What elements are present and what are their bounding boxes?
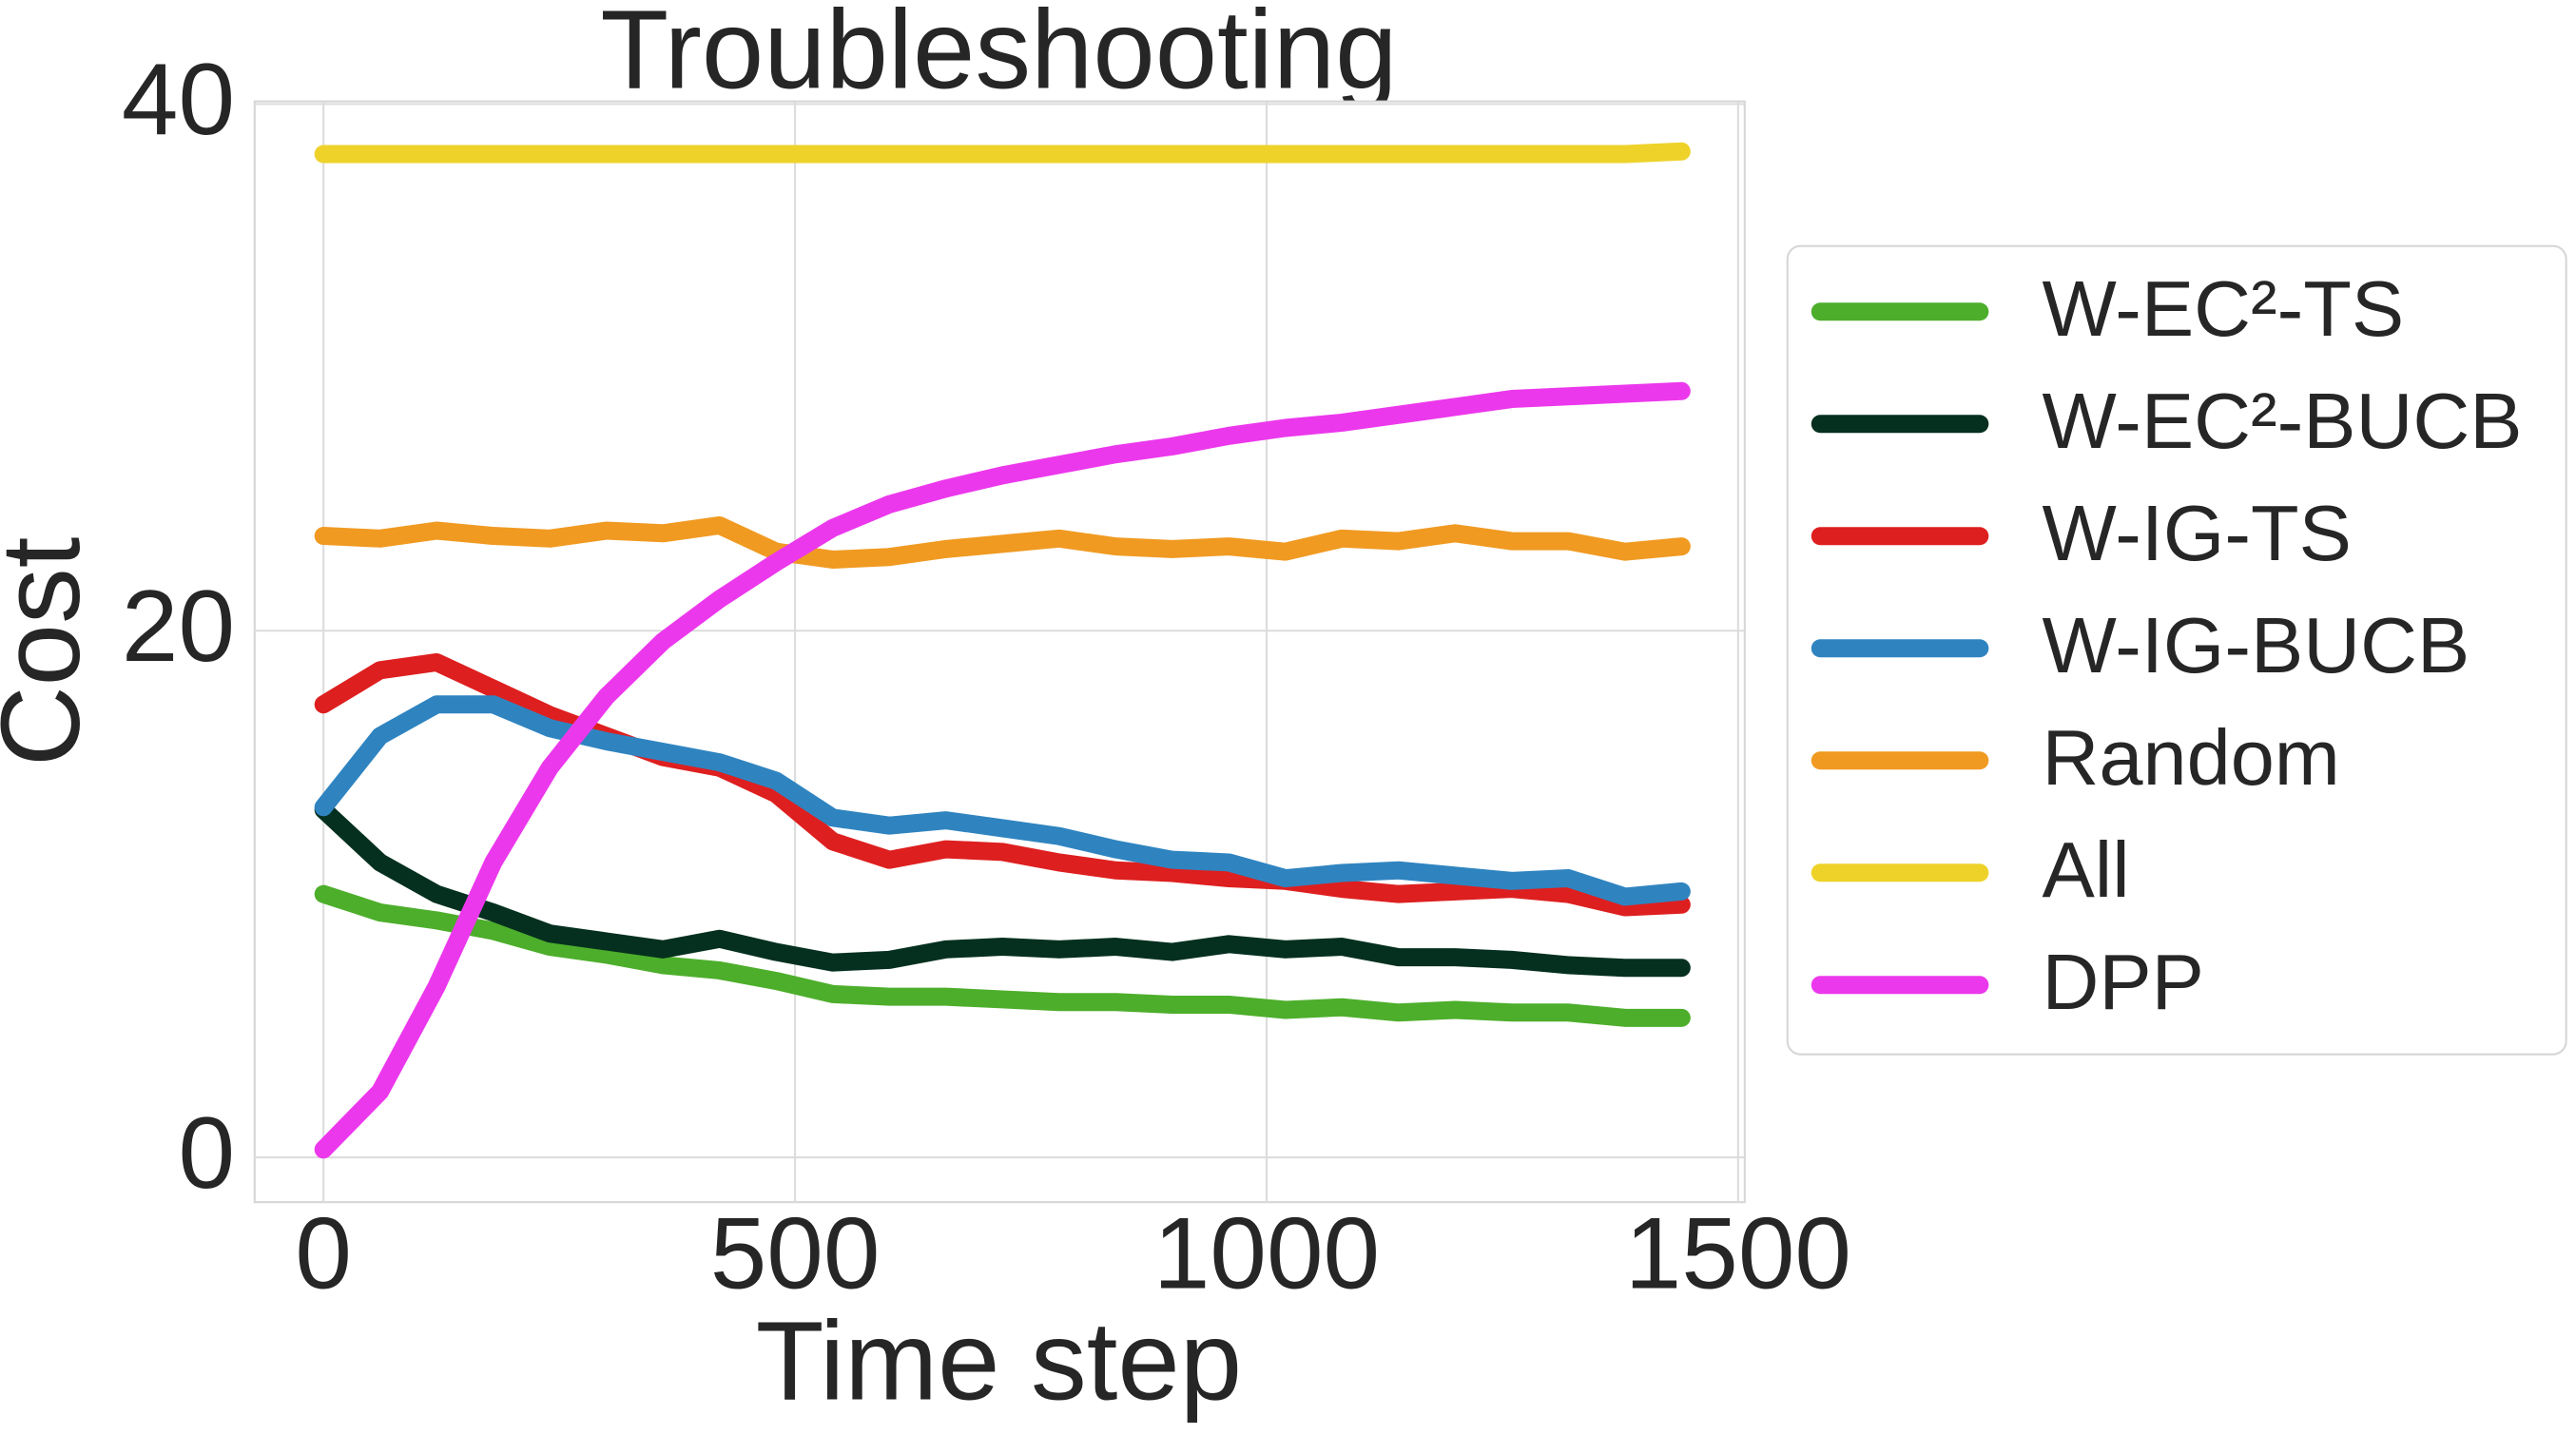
y-tick-label: 20 [122,569,235,683]
chart-title: Troubleshooting [600,0,1397,112]
plot-area [253,100,1746,1204]
y-tick-label: 40 [122,42,235,156]
y-axis-label: Cost [0,537,103,767]
legend-box [1786,244,2567,1056]
x-axis-label: Time step [756,1298,1242,1423]
legend-label: W-EC²-TS [2043,264,2405,353]
legend-label: W-EC²-BUCB [2043,377,2523,465]
series-line [314,695,1691,906]
series-line [314,652,1691,917]
x-tick-label: 1500 [1625,1196,1851,1310]
legend-label: Random [2043,713,2340,802]
series-line [314,801,1691,978]
x-tick-label: 1000 [1153,1196,1380,1310]
y-tick-label: 0 [178,1096,235,1210]
x-tick-label: 0 [295,1196,352,1310]
legend: W-EC²-TS W-EC²-BUCB W-IG-TS W-IG-BUCB Random… [1786,244,2567,1056]
series-line [314,884,1691,1027]
series-line [314,381,1691,1159]
legend-label: W-IG-TS [2043,489,2352,577]
legend-label: DPP [2043,938,2204,1026]
legend-label: W-IG-BUCB [2043,601,2470,689]
legend-label: All [2043,825,2130,914]
x-tick-label: 500 [710,1196,881,1310]
series-line [314,515,1691,569]
series-line [314,142,1691,164]
